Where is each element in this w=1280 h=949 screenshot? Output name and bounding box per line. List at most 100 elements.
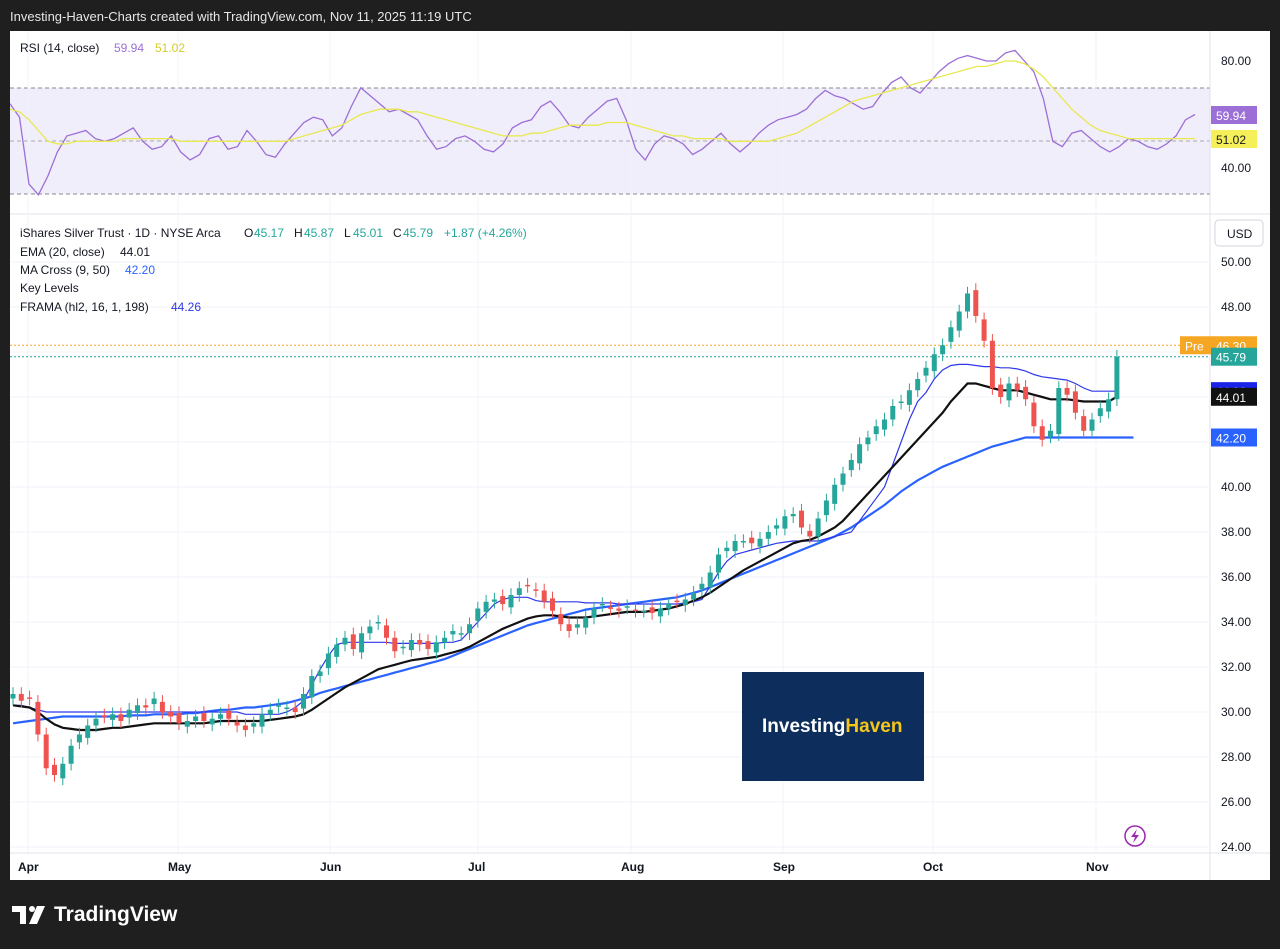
- legend-low: 45.01: [353, 226, 383, 240]
- price-tick-label: 32.00: [1221, 660, 1251, 674]
- candle-body: [516, 588, 522, 595]
- candle-body: [1023, 386, 1029, 400]
- candle-body: [923, 367, 929, 376]
- candle-body: [533, 589, 539, 591]
- candle-body: [873, 426, 879, 435]
- candle-body: [1106, 399, 1112, 412]
- rsi-tick-40: 40.00: [1221, 161, 1251, 175]
- chart-frame: 50.0048.0046.0044.0042.0040.0038.0036.00…: [10, 31, 1270, 880]
- candle-body: [68, 745, 74, 764]
- candle-body: [317, 671, 323, 676]
- candle-body: [674, 600, 680, 603]
- candle-body: [749, 537, 755, 544]
- candle-body: [1048, 430, 1053, 437]
- candle-body: [583, 617, 589, 628]
- legend-ema-title: EMA (20, close): [20, 245, 105, 259]
- price-tick-label: 30.00: [1221, 705, 1251, 719]
- candle-body: [126, 709, 132, 718]
- candle-body: [1097, 408, 1103, 417]
- candle-body: [832, 484, 838, 504]
- time-tick-label: Sep: [773, 860, 795, 874]
- candle-body: [458, 633, 464, 635]
- candle-body: [616, 608, 622, 611]
- candle-body: [599, 604, 605, 606]
- candle-body: [898, 401, 904, 403]
- legend-frama-value: 44.26: [171, 300, 201, 314]
- candle-body: [226, 710, 232, 719]
- candle-body: [118, 714, 124, 721]
- legend-frama-title: FRAMA (hl2, 16, 1, 198): [20, 300, 149, 314]
- candle-body: [757, 538, 763, 547]
- candle-body: [989, 340, 995, 388]
- legend-l-label: L: [344, 226, 351, 240]
- candle-body: [284, 707, 290, 709]
- legend-ma-title: MA Cross (9, 50): [20, 263, 110, 277]
- candle-body: [1056, 388, 1062, 435]
- candle-body: [915, 379, 921, 391]
- candle-body: [367, 626, 373, 634]
- candle-body: [259, 714, 265, 727]
- candle-body: [865, 437, 871, 445]
- candle-body: [574, 624, 580, 628]
- candle-body: [27, 697, 33, 699]
- candle-body: [400, 646, 406, 649]
- candle-body: [392, 637, 398, 652]
- price-tick-label: 40.00: [1221, 480, 1251, 494]
- candle-body: [168, 712, 174, 717]
- candle-body: [633, 609, 638, 612]
- legend-keylevels: Key Levels: [20, 281, 79, 295]
- time-tick-label: Oct: [923, 860, 943, 874]
- chart-canvas[interactable]: 50.0048.0046.0044.0042.0040.0038.0036.00…: [10, 31, 1270, 880]
- legend-c-label: C: [393, 226, 402, 240]
- candle-body: [550, 598, 555, 611]
- candle-body: [591, 608, 597, 618]
- currency-button[interactable]: [1214, 219, 1264, 247]
- legend-close: 45.79: [403, 226, 433, 240]
- candle-body: [857, 444, 863, 464]
- last-price-badge-text: 45.79: [1216, 351, 1246, 365]
- candle-body: [76, 734, 82, 743]
- candle-body: [234, 722, 240, 726]
- candle-body: [624, 606, 630, 608]
- tradingview-brand: TradingView: [54, 903, 178, 926]
- candle-body: [956, 311, 962, 331]
- ma-badge: [1211, 428, 1257, 447]
- time-tick-label: Jun: [320, 860, 341, 874]
- rsi-title: RSI (14, close): [20, 41, 99, 55]
- candle-body: [93, 718, 99, 726]
- candle-body: [682, 599, 688, 606]
- candle-body: [43, 734, 49, 769]
- last-price-badge: [1211, 347, 1257, 366]
- candle-body: [998, 384, 1004, 397]
- candle-body: [1006, 383, 1012, 401]
- candle-body: [799, 510, 804, 528]
- ema-badge: [1211, 387, 1257, 406]
- candle-body: [1081, 416, 1087, 431]
- candle-body: [483, 601, 489, 612]
- price-tick-label: 50.00: [1221, 255, 1251, 269]
- rsi-badge-text: 59.94: [1216, 109, 1246, 123]
- candle-body: [666, 604, 672, 609]
- candle-body: [1114, 356, 1120, 400]
- logo-text: InvestingHaven: [762, 716, 902, 737]
- price-tick-label: 36.00: [1221, 570, 1251, 584]
- candle-body: [52, 764, 57, 775]
- candle-body: [1072, 391, 1078, 413]
- candle-body: [724, 547, 730, 552]
- candle-body: [350, 634, 356, 649]
- candle-body: [1064, 388, 1070, 395]
- candle-body: [135, 705, 140, 714]
- candle-body: [301, 694, 306, 709]
- candle-body: [1039, 426, 1045, 440]
- ma-badge-text: 42.20: [1216, 432, 1246, 446]
- lightning-icon[interactable]: [1124, 825, 1146, 847]
- candle-body: [508, 595, 514, 608]
- candle-body: [242, 725, 248, 730]
- ema-badge-text: 44.01: [1216, 391, 1246, 405]
- frama-line: [13, 363, 1117, 715]
- candle-body: [10, 694, 16, 699]
- candle-body: [35, 701, 41, 735]
- candle-body: [450, 631, 456, 635]
- time-tick-label: Aug: [621, 860, 644, 874]
- legend-symbol: iShares Silver Trust · 1D · NYSE Arca: [20, 226, 221, 240]
